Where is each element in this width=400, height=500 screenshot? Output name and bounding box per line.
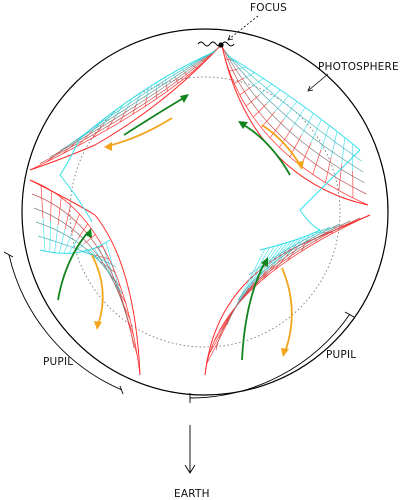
photosphere-leader (309, 74, 328, 90)
lobe-top-right-ray (252, 78, 264, 86)
lobe-bottom-left-ray (43, 218, 45, 251)
orange-arrow-bottom-right (282, 268, 292, 352)
dot-icon (218, 42, 223, 47)
lobe-bottom-left-ray (106, 242, 122, 299)
lobe-top-right-ray (259, 84, 272, 95)
focus-marker (198, 42, 234, 48)
lobe-bottom-left-ray (69, 239, 79, 254)
lobe-bottom-right-ray (244, 246, 274, 294)
lobe-top-right-ray (321, 125, 329, 149)
lobe-bottom-left-front (32, 194, 134, 348)
lobe-top-right-ray (253, 104, 266, 118)
lobe-top-right-ray (275, 96, 289, 112)
orange-arrow-bottom-right-head (281, 348, 289, 357)
orange-arrow-bottom-left-head (94, 321, 102, 330)
earth-label: EARTH (174, 488, 210, 500)
photosphere-circle (22, 29, 388, 395)
pupil-left-label: PUPIL (43, 356, 73, 368)
pupil-brackets (4, 252, 354, 403)
green-arrow-top-left (124, 97, 185, 135)
lobe-top-right-ray (267, 90, 281, 104)
pupil-left-arc (9, 255, 122, 390)
focus-label: FOCUS (250, 2, 287, 14)
green-arrow-top-right-head (238, 121, 248, 129)
wavefront-grid (30, 46, 370, 375)
caustic-curves (30, 46, 370, 375)
lobe-bottom-left-ray (78, 224, 88, 239)
lobe-top-right-ray (270, 120, 284, 138)
lobe-top-right-ray (313, 150, 321, 175)
orange-arrow-bottom-left (92, 255, 103, 325)
photosphere-label: PHOTOSPHERE (318, 61, 399, 73)
green-arrow-bottom-left (58, 232, 88, 300)
lobe-bottom-left-ray (50, 221, 51, 252)
orange-arrow-top-left (108, 118, 172, 146)
pupil-right-label: PUPIL (326, 349, 356, 361)
lobe-bottom-left-ray (51, 191, 52, 222)
lobe-bottom-left-ray (41, 185, 43, 218)
orange-arrow-top-left-head (104, 142, 112, 151)
lobe-bottom-left-front (36, 222, 122, 294)
green-arrow-top-right (242, 124, 290, 175)
lobe-bottom-left-front (34, 208, 128, 321)
lobe-bottom-right-front (227, 221, 350, 325)
inner-dotted-circle (70, 77, 340, 347)
orange-arrow-top-right-head (296, 161, 304, 170)
arrow-down-icon (185, 425, 195, 473)
